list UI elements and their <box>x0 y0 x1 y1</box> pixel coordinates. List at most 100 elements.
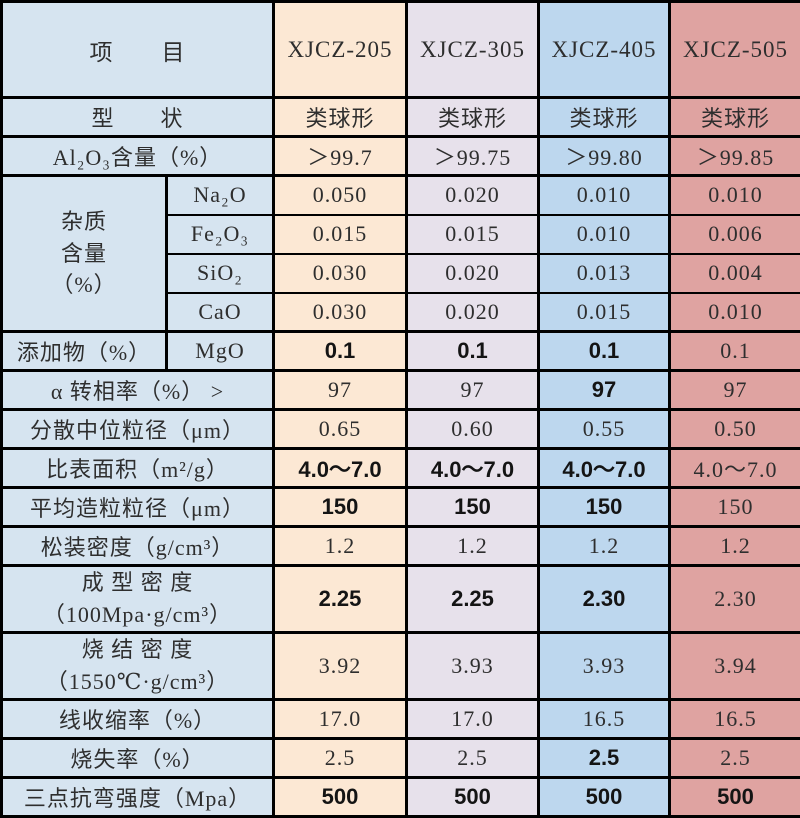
row-label-flexural-strength: 三点抗弯强度（Mpa） <box>2 778 274 817</box>
table-row: 三点抗弯强度（Mpa） 500 500 500 500 <box>2 778 800 817</box>
cell-sio2-405: 0.013 <box>539 254 670 293</box>
cell-al2o3-405: ＞99.80 <box>539 137 670 176</box>
cell-al2o3-205: ＞99.7 <box>274 137 407 176</box>
cell-molded-405: 2.30 <box>539 566 670 633</box>
cell-flexural-305: 500 <box>407 778 539 817</box>
cell-na2o-205: 0.050 <box>274 176 407 215</box>
cell-alpha-405: 97 <box>539 371 670 410</box>
cell-sintered-505: 3.94 <box>670 633 800 700</box>
row-label-shrinkage: 线收缩率（%） <box>2 700 274 739</box>
cell-shrinkage-505: 16.5 <box>670 700 800 739</box>
cell-cao-205: 0.030 <box>274 293 407 332</box>
row-label-granule-size: 平均造粒粒径（μm） <box>2 488 274 527</box>
table-row: 线收缩率（%） 17.0 17.0 16.5 16.5 <box>2 700 800 739</box>
cell-ssa-305: 4.0～7.0 <box>407 449 539 488</box>
cell-alpha-205: 97 <box>274 371 407 410</box>
header-item-label: 项 目 <box>2 2 274 98</box>
table-row: 型 状 类球形 类球形 类球形 类球形 <box>2 98 800 137</box>
table-row: 杂质 含量 （%） Na₂O 0.050 0.020 0.010 0.010 <box>2 176 800 215</box>
table-row: 平均造粒粒径（μm） 150 150 150 150 <box>2 488 800 527</box>
cell-fe2o3-305: 0.015 <box>407 215 539 254</box>
cell-cao-305: 0.020 <box>407 293 539 332</box>
row-label-ignition-loss: 烧失率（%） <box>2 739 274 778</box>
cell-granule-405: 150 <box>539 488 670 527</box>
cell-fe2o3-405: 0.010 <box>539 215 670 254</box>
cell-flexural-205: 500 <box>274 778 407 817</box>
cell-ssa-205: 4.0～7.0 <box>274 449 407 488</box>
cell-flexural-505: 500 <box>670 778 800 817</box>
table-row: Al₂O₃含量（%） ＞99.7 ＞99.75 ＞99.80 ＞99.85 <box>2 137 800 176</box>
row-label-ssa: 比表面积（m²/g） <box>2 449 274 488</box>
header-product-205: XJCZ-205 <box>274 2 407 98</box>
cell-cao-505: 0.010 <box>670 293 800 332</box>
table-row: 分散中位粒径（μm） 0.65 0.60 0.55 0.50 <box>2 410 800 449</box>
cell-shape-505: 类球形 <box>670 98 800 137</box>
row-label-sintered-density: 烧 结 密 度 （1550℃·g/cm³） <box>2 633 274 700</box>
impurity-name-sio2: SiO₂ <box>167 254 274 293</box>
row-label-additive: 添加物（%） <box>2 332 167 371</box>
row-label-median-size: 分散中位粒径（μm） <box>2 410 274 449</box>
cell-loi-505: 2.5 <box>670 739 800 778</box>
table-row: 成 型 密 度 （100Mpa·g/cm³） 2.25 2.25 2.30 2.… <box>2 566 800 633</box>
cell-sio2-305: 0.020 <box>407 254 539 293</box>
cell-bulk-305: 1.2 <box>407 527 539 566</box>
header-product-405: XJCZ-405 <box>539 2 670 98</box>
cell-sintered-405: 3.93 <box>539 633 670 700</box>
cell-molded-305: 2.25 <box>407 566 539 633</box>
cell-fe2o3-505: 0.006 <box>670 215 800 254</box>
cell-loi-305: 2.5 <box>407 739 539 778</box>
cell-sio2-205: 0.030 <box>274 254 407 293</box>
cell-granule-205: 150 <box>274 488 407 527</box>
row-label-molded-density: 成 型 密 度 （100Mpa·g/cm³） <box>2 566 274 633</box>
row-label-al2o3: Al₂O₃含量（%） <box>2 137 274 176</box>
cell-molded-505: 2.30 <box>670 566 800 633</box>
impurity-name-fe2o3: Fe₂O₃ <box>167 215 274 254</box>
cell-median-405: 0.55 <box>539 410 670 449</box>
cell-loi-205: 2.5 <box>274 739 407 778</box>
cell-granule-305: 150 <box>407 488 539 527</box>
cell-mgo-505: 0.1 <box>670 332 800 371</box>
cell-loi-405: 2.5 <box>539 739 670 778</box>
cell-na2o-305: 0.020 <box>407 176 539 215</box>
cell-shape-205: 类球形 <box>274 98 407 137</box>
table-row: α 转相率（%） > 97 97 97 97 <box>2 371 800 410</box>
cell-bulk-505: 1.2 <box>670 527 800 566</box>
cell-na2o-405: 0.010 <box>539 176 670 215</box>
header-product-305: XJCZ-305 <box>407 2 539 98</box>
cell-flexural-405: 500 <box>539 778 670 817</box>
additive-name-mgo: MgO <box>167 332 274 371</box>
table-row: 项 目 XJCZ-205 XJCZ-305 XJCZ-405 XJCZ-505 <box>2 2 800 98</box>
cell-na2o-505: 0.010 <box>670 176 800 215</box>
cell-shape-305: 类球形 <box>407 98 539 137</box>
impurity-group-label: 杂质 含量 （%） <box>2 176 167 332</box>
row-label-shape: 型 状 <box>2 98 274 137</box>
cell-mgo-305: 0.1 <box>407 332 539 371</box>
cell-mgo-405: 0.1 <box>539 332 670 371</box>
row-label-alpha: α 转相率（%） > <box>2 371 274 410</box>
table-row: 比表面积（m²/g） 4.0～7.0 4.0～7.0 4.0～7.0 4.0～7… <box>2 449 800 488</box>
cell-sio2-505: 0.004 <box>670 254 800 293</box>
cell-alpha-505: 97 <box>670 371 800 410</box>
table-row: 烧 结 密 度 （1550℃·g/cm³） 3.92 3.93 3.93 3.9… <box>2 633 800 700</box>
cell-cao-405: 0.015 <box>539 293 670 332</box>
cell-bulk-205: 1.2 <box>274 527 407 566</box>
cell-shape-405: 类球形 <box>539 98 670 137</box>
cell-median-205: 0.65 <box>274 410 407 449</box>
cell-shrinkage-405: 16.5 <box>539 700 670 739</box>
impurity-name-cao: CaO <box>167 293 274 332</box>
header-product-505: XJCZ-505 <box>670 2 800 98</box>
cell-shrinkage-205: 17.0 <box>274 700 407 739</box>
cell-sintered-205: 3.92 <box>274 633 407 700</box>
cell-ssa-405: 4.0～7.0 <box>539 449 670 488</box>
cell-alpha-305: 97 <box>407 371 539 410</box>
cell-granule-505: 150 <box>670 488 800 527</box>
row-label-bulk-density: 松装密度（g/cm³） <box>2 527 274 566</box>
table-row: 烧失率（%） 2.5 2.5 2.5 2.5 <box>2 739 800 778</box>
cell-median-305: 0.60 <box>407 410 539 449</box>
cell-shrinkage-305: 17.0 <box>407 700 539 739</box>
cell-mgo-205: 0.1 <box>274 332 407 371</box>
cell-al2o3-505: ＞99.85 <box>670 137 800 176</box>
cell-sintered-305: 3.93 <box>407 633 539 700</box>
impurity-name-na2o: Na₂O <box>167 176 274 215</box>
